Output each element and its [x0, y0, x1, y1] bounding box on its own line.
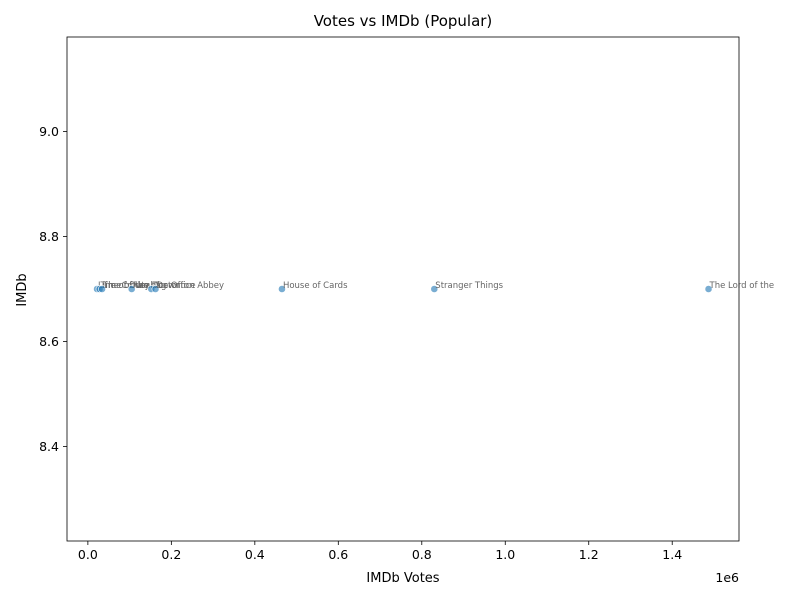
x-axis-label: IMDb Votes [366, 571, 439, 586]
point-label: Stranger Things [435, 281, 503, 291]
point-label: House of Cards [283, 281, 348, 291]
data-point [278, 285, 286, 293]
data-point [98, 285, 106, 293]
axes-layer: 0.0 0.2 0.4 0.6 0.8 1.0 1.2 1.4 8.4 8.6 8.8 9.0 [39, 36, 740, 562]
y-tick-label: 8.6 [39, 334, 59, 349]
point-label: Line of Duty [98, 281, 150, 291]
y-tick-label: 9.0 [39, 124, 59, 139]
x-tick-label: 1.4 [662, 547, 682, 562]
y-tick-label: 8.8 [39, 229, 59, 244]
chart-title: Votes vs IMDb (Popular) [314, 12, 493, 30]
y-axis-label: IMDb [15, 273, 30, 306]
plot-area [67, 37, 739, 541]
data-point [151, 285, 160, 293]
x-axis-offset-label: 1e6 [715, 570, 739, 585]
plot-background [67, 37, 739, 541]
plot-frame [66, 36, 740, 542]
point-label: The Crown [102, 281, 148, 291]
x-tick-label: 0.0 [78, 547, 98, 562]
data-point [127, 285, 136, 293]
data-point [430, 285, 439, 293]
x-tick-label: 0.2 [161, 547, 181, 562]
x-tick-label: 0.6 [328, 547, 348, 562]
x-tick-label: 0.4 [245, 547, 265, 562]
point-label: Time of the Doctor [100, 281, 181, 291]
point-label: The Lord of the [709, 281, 775, 291]
point-label: Downton Abbey [156, 281, 224, 291]
x-tick-label: 1.0 [495, 547, 515, 562]
point-label: The Office [151, 281, 195, 291]
y-tick-label: 8.4 [39, 439, 59, 454]
x-tick-label: 0.8 [412, 547, 432, 562]
data-point [704, 285, 713, 293]
x-tick-label: 1.2 [579, 547, 599, 562]
